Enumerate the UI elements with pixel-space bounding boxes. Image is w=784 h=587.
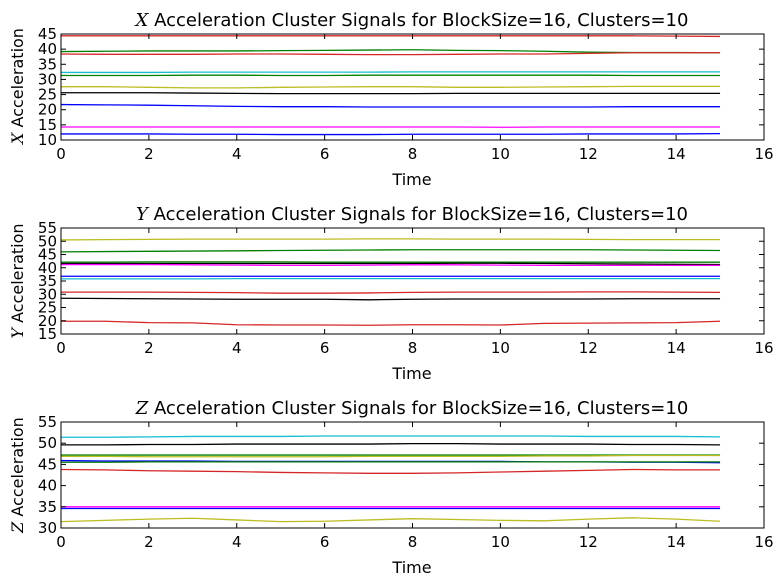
subplot-z-xlabel: Time [391, 558, 431, 577]
subplot-y-ytick-label: 15 [38, 325, 57, 343]
subplot-z-frame [60, 421, 765, 529]
subplot-z-xtick-label: 6 [320, 533, 330, 551]
subplot-y-ytick-label: 30 [38, 285, 57, 303]
subplot-y-xtick-label: 12 [579, 339, 598, 357]
subplot-z: Z Acceleration Cluster Signals for Block… [8, 398, 774, 577]
subplot-x-xtick-label: 14 [667, 145, 686, 163]
subplot-x-xtick-label: 16 [754, 145, 773, 163]
subplot-y-frame [60, 227, 765, 335]
subplot-z-ytick-label: 30 [38, 519, 57, 537]
subplot-x-xtick-label: 0 [56, 145, 66, 163]
subplot-y-ytick-label: 20 [38, 312, 57, 330]
subplot-y-ylabel: Y Acceleration [8, 223, 27, 338]
subplot-x-xlabel: Time [391, 170, 431, 189]
subplot-y-series-line-10 [61, 320, 721, 326]
subplot-z-xtick-label: 14 [667, 533, 686, 551]
subplot-y-xtick-label: 0 [56, 339, 66, 357]
subplot-x-series-line-7 [61, 92, 721, 95]
subplot-x: X Acceleration Cluster Signals for Block… [8, 10, 774, 189]
subplot-x-ytick-label: 45 [38, 25, 57, 43]
subplot-z-ytick-label: 35 [38, 498, 57, 516]
subplot-z-xtick-label: 2 [144, 533, 154, 551]
subplot-y-series-line-4 [61, 262, 721, 266]
subplot-x-xtick-label: 6 [320, 145, 330, 163]
subplot-z-ytick-label: 40 [38, 477, 57, 495]
subplot-y-series-line-8 [61, 291, 721, 294]
subplot-x-ytick-label: 10 [38, 131, 57, 149]
subplot-z-series-line-10 [60, 517, 721, 523]
subplot-x-ytick-label: 35 [38, 55, 57, 73]
subplot-z-series-line-7 [60, 468, 721, 474]
subplot-y-ytick-label: 55 [38, 219, 57, 237]
subplot-x-ytick-label: 15 [38, 116, 57, 134]
subplot-x-xtick-label: 10 [491, 145, 510, 163]
subplot-x-series-line-4 [61, 71, 721, 74]
subplot-z-xtick-label: 4 [232, 533, 242, 551]
subplot-z-xtick-label: 8 [408, 533, 418, 551]
subplot-y-title: Y Acceleration Cluster Signals for Block… [136, 204, 688, 225]
subplot-z-series-line-2 [61, 442, 721, 446]
subplot-x-xtick-label: 12 [579, 145, 598, 163]
subplot-z-series-line-4 [61, 454, 721, 458]
subplot-z-ytick-label: 55 [38, 413, 57, 431]
subplot-x-ytick-label: 30 [38, 70, 57, 88]
subplot-z-title: Z Acceleration Cluster Signals for Block… [135, 398, 689, 419]
subplot-z-series-line-1 [61, 435, 721, 438]
subplot-z-xtick-label: 16 [754, 533, 773, 551]
subplot-y-xlabel: Time [391, 364, 431, 383]
subplot-y-series-line-2 [60, 249, 721, 253]
subplot-x-ytick-label: 40 [38, 40, 57, 58]
subplot-x-series-line-6 [61, 85, 721, 89]
subplot-x-ytick-label: 20 [38, 101, 57, 119]
subplot-y-ytick-label: 35 [38, 272, 57, 290]
subplot-y-ytick-label: 40 [38, 259, 57, 277]
subplot-x-series-line-10 [61, 132, 721, 136]
subplot-y-ytick-label: 45 [38, 246, 57, 264]
subplot-y: Y Acceleration Cluster Signals for Block… [8, 204, 774, 383]
subplot-z-xtick-label: 12 [579, 533, 598, 551]
subplot-z-ytick-label: 50 [38, 434, 57, 452]
subplot-y-series-line-1 [60, 238, 721, 241]
subplot-x-series-line-2 [60, 49, 721, 54]
subplot-z-xtick-label: 0 [56, 533, 66, 551]
subplot-y-xtick-label: 10 [491, 339, 510, 357]
subplot-y-xtick-label: 8 [408, 339, 418, 357]
subplot-x-xtick-label: 8 [408, 145, 418, 163]
subplot-x-series-line-3 [60, 52, 721, 56]
subplot-y-series-line-9 [60, 297, 721, 301]
subplot-z-xtick-label: 10 [491, 533, 510, 551]
subplot-x-ylabel: X Acceleration [8, 28, 27, 146]
subplot-y-xtick-label: 6 [320, 339, 330, 357]
subplot-x-series-line-8 [60, 103, 721, 108]
subplot-z-ylabel: Z Acceleration [8, 417, 27, 534]
subplot-y-xtick-label: 4 [232, 339, 242, 357]
subplot-y-ytick-label: 25 [38, 299, 57, 317]
subplot-z-ytick-label: 45 [38, 455, 57, 473]
subplot-y-xtick-label: 16 [754, 339, 773, 357]
subplot-x-ytick-label: 25 [38, 86, 57, 104]
subplot-x-xtick-label: 2 [144, 145, 154, 163]
subplot-z-plot-area: 0 2 4 6 8 10 12 14 16 30 35 40 45 50 55 [38, 413, 774, 551]
subplot-y-series-line-5 [61, 263, 721, 267]
subplot-y-xtick-label: 14 [667, 339, 686, 357]
subplot-y-xtick-label: 2 [144, 339, 154, 357]
subplot-y-ytick-label: 50 [38, 232, 57, 250]
subplot-x-title: X Acceleration Cluster Signals for Block… [134, 10, 689, 31]
subplot-x-xtick-label: 4 [232, 145, 242, 163]
subplot-x-series-line-1 [61, 35, 721, 38]
